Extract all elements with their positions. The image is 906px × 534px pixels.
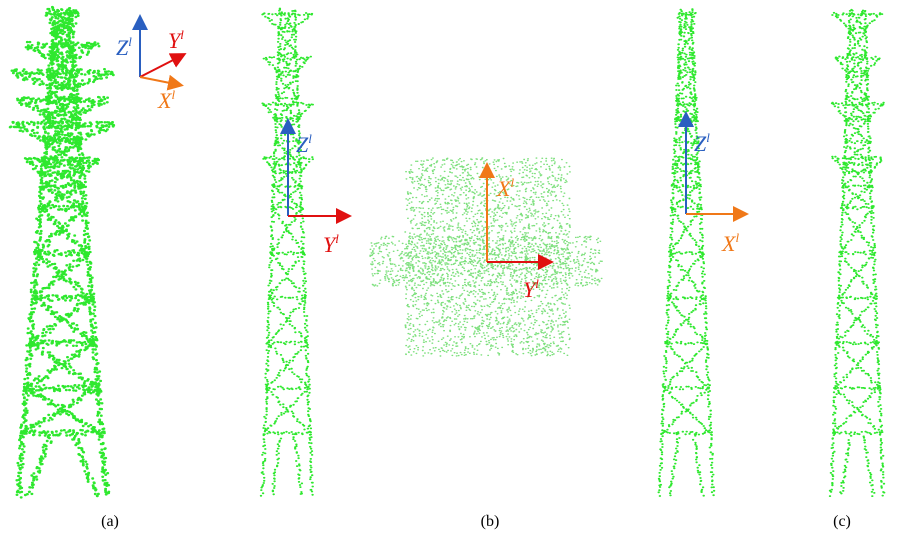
point-cloud xyxy=(830,10,885,496)
y-arrow xyxy=(140,55,183,77)
point-clouds xyxy=(10,7,885,497)
axis-label: Yl xyxy=(523,276,539,302)
axes-icon: Zl Yl Xl xyxy=(116,18,184,113)
axis-label: Xl xyxy=(157,87,175,113)
axis-label: Zl xyxy=(116,34,132,60)
point-cloud xyxy=(261,9,313,496)
x-arrow xyxy=(140,77,180,85)
caption: (b) xyxy=(481,513,500,530)
axis-label: Zl xyxy=(296,131,312,157)
caption: (a) xyxy=(101,513,119,530)
point-cloud xyxy=(10,7,114,497)
axis-label: Xl xyxy=(721,230,739,256)
axis-label: Yl xyxy=(323,231,339,257)
point-cloud xyxy=(658,9,714,496)
axis-label: Zl xyxy=(694,130,710,156)
figure: Zl Yl Xl Zl Yl Xl Yl Zl Xl (a) (b) (c) xyxy=(0,0,906,534)
axis-label: Yl xyxy=(168,27,184,53)
caption: (c) xyxy=(833,513,851,530)
